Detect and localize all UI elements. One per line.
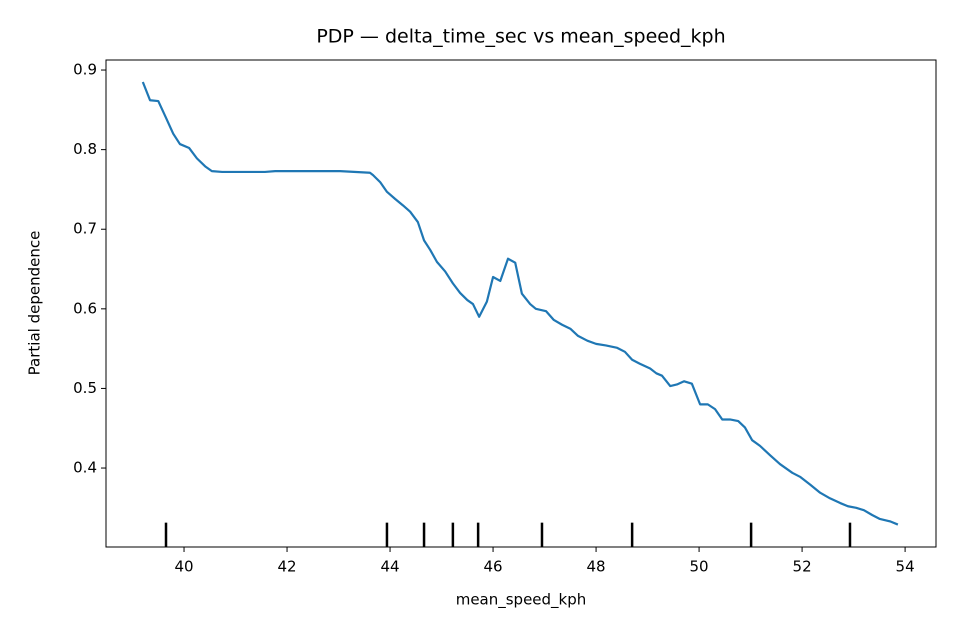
pd-line [141, 81, 899, 526]
y-tick-label: 0.7 [73, 220, 97, 238]
x-tick-label: 48 [587, 558, 606, 576]
x-tick-label: 46 [484, 558, 503, 576]
x-tick-label: 54 [896, 558, 915, 576]
x-tick-label: 42 [277, 558, 296, 576]
x-tick-label: 52 [793, 558, 812, 576]
y-tick-label: 0.6 [73, 299, 97, 317]
chart-title: PDP — delta_time_sec vs mean_speed_kph [316, 26, 725, 48]
x-tick-label: 50 [690, 558, 709, 576]
x-tick-label: 40 [174, 558, 193, 576]
x-tick-label: 44 [381, 558, 400, 576]
y-tick-label: 0.4 [73, 459, 97, 477]
y-axis-label: Partial dependence [26, 231, 44, 376]
y-tick-label: 0.9 [73, 61, 97, 79]
plot-frame [105, 59, 937, 548]
y-tick-label: 0.5 [73, 379, 97, 397]
y-tick-label: 0.8 [73, 140, 97, 158]
x-axis-label: mean_speed_kph [456, 591, 587, 610]
